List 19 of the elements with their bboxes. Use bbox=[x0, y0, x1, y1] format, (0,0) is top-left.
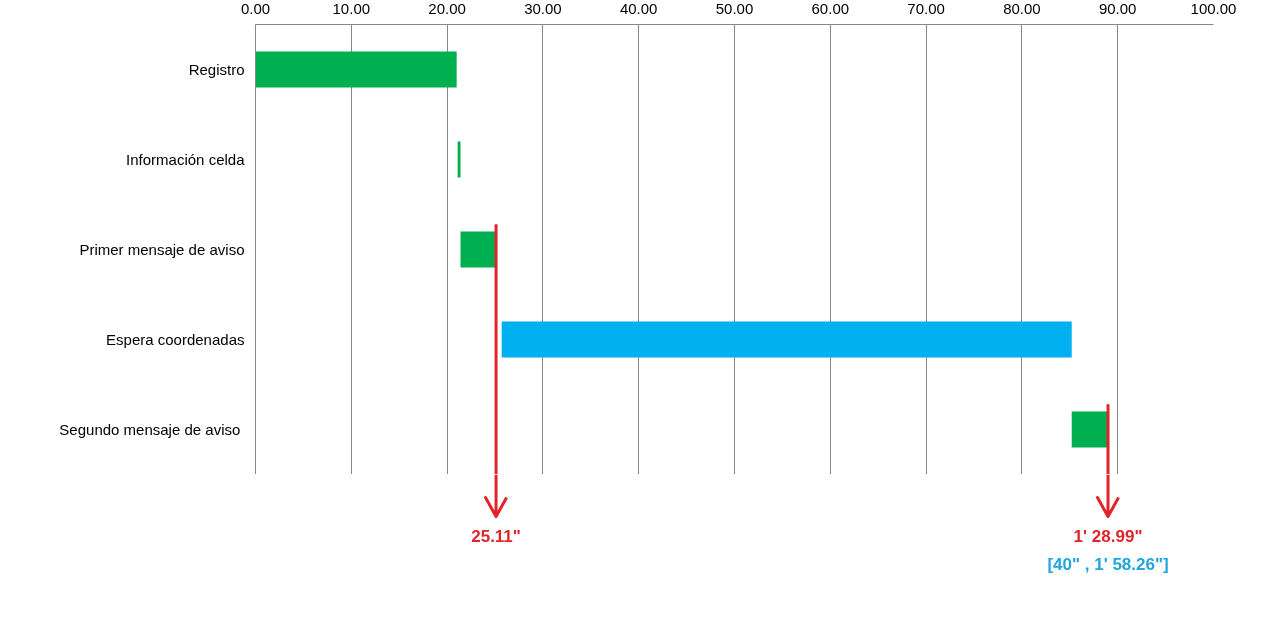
x-tick-label: 10.00 bbox=[332, 0, 371, 17]
ref-line-label: 25.11" bbox=[471, 526, 521, 546]
x-tick-label: 30.00 bbox=[524, 0, 562, 17]
x-tick-label: 90.00 bbox=[1098, 0, 1137, 17]
y-tick-label: Primer mensaje de aviso bbox=[79, 241, 245, 258]
x-tick-label: 100.00 bbox=[1190, 0, 1237, 17]
x-tick-label: 40.00 bbox=[619, 0, 658, 17]
x-tick-label: 60.00 bbox=[811, 0, 850, 17]
x-tick-label: 20.00 bbox=[428, 0, 466, 17]
x-tick-label: 0.00 bbox=[240, 0, 271, 17]
x-tick-label: 70.00 bbox=[907, 0, 945, 17]
y-tick-label: Registro bbox=[188, 61, 245, 78]
text: 1' 28.99" bbox=[1073, 526, 1143, 546]
text: [40" , 1' 58.26"] bbox=[1047, 555, 1169, 575]
y-tick-label: Información celda bbox=[126, 151, 246, 168]
x-tick-label: 50.00 bbox=[715, 0, 754, 17]
x-tick-label: 80.00 bbox=[1003, 0, 1041, 17]
y-tick-label: Espera coordenadas bbox=[106, 331, 245, 348]
y-tick-label: Segundo mensaje de aviso bbox=[59, 421, 241, 438]
